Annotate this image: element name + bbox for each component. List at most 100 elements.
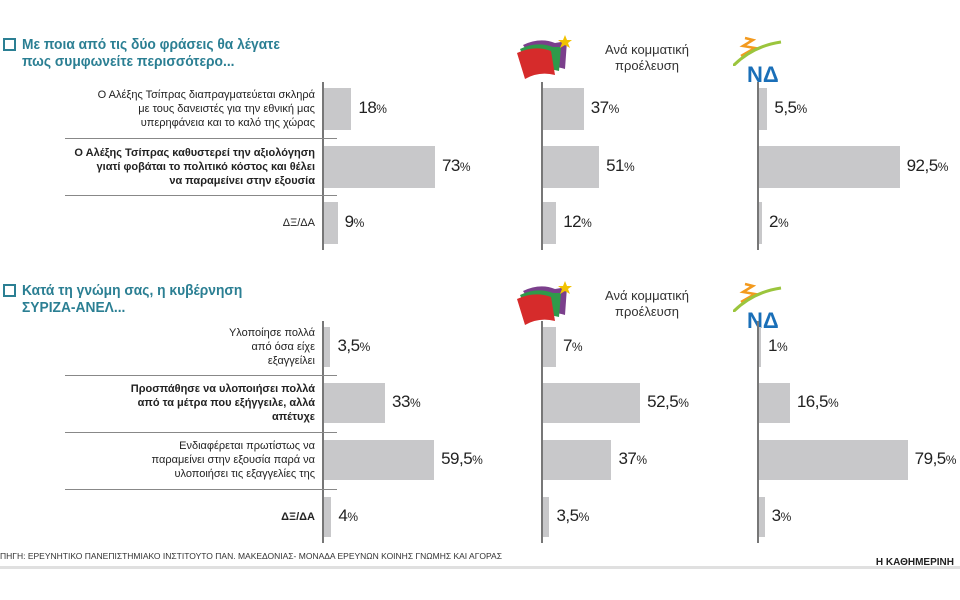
value-unit: % [678,396,689,410]
value-number: 1 [768,336,777,355]
bar-syriza [543,146,600,188]
value-number: 33 [392,392,410,411]
category-label: ΔΞ/ΔΑ [55,202,315,244]
bar-total [324,497,332,537]
category-label-line: Προσπάθησε να υλοποιήσει πολλά [130,383,315,395]
nd-logo-text: ΝΔ [747,308,779,333]
bar-syriza [543,327,556,367]
value-number: 2 [769,212,778,231]
value-number: 79,5 [914,449,947,468]
value-unit: % [347,510,358,524]
value-unit: % [472,453,483,467]
value-label: 59,5% [441,449,483,469]
nd-logo: ΝΔ [731,282,783,334]
value-number: 16,5 [796,392,829,411]
category-label: ΔΞ/ΔΑ [55,497,315,537]
category-label-line: γιατί φοβάται το πολιτικό κόστος και θέλ… [96,161,315,173]
nd-logo: ΝΔ [731,36,783,88]
question-title: Με ποια από τις δύο φράσεις θα λέγατε πως… [22,36,316,70]
value-number: 5,5 [774,98,797,117]
axis-total [322,82,324,250]
value-number: 51 [606,156,625,175]
value-label: 7% [562,336,583,356]
category-label: Ο Αλέξης Τσίπρας καθυστερεί την αξιολόγη… [55,146,315,188]
bar-syriza [543,88,584,130]
category-label: Προσπάθησε να υλοποιήσει πολλά από τα μέτ… [55,383,315,423]
category-label-line: απέτυχε [271,411,315,423]
bar-nd [759,440,908,480]
category-label-line: Ο Αλέξης Τσίπρας καθυστερεί την αξιολόγη… [74,147,315,159]
category-label-line: Ενδιαφέρεται πρωτίστως να [179,440,315,452]
value-number: 37 [618,449,637,468]
value-unit: % [578,510,590,524]
axis-syriza [541,321,543,543]
value-number: 7 [562,336,572,355]
value-unit: % [796,102,808,116]
value-label: 1% [768,336,788,356]
category-label: Ο Αλέξης Τσίπρας διαπραγματεύεται σκληρά… [55,88,315,130]
bar-syriza [543,202,557,244]
category-label-line: από τα μέτρα που εξήγγειλε, αλλά [137,397,315,409]
value-unit: % [624,160,635,174]
bar-nd [759,146,900,188]
question-checkbox-icon [3,284,16,297]
question-checkbox-icon [3,38,16,51]
category-label-line: ΔΞ/ΔΑ [282,217,315,229]
value-number: 3,5 [556,506,579,525]
brand-label: Η ΚΑΘΗΜΕΡΙΝΗ [875,557,954,568]
value-number: 18 [358,98,377,117]
value-number: 9 [344,212,354,231]
axis-nd [757,321,759,543]
value-label: 18% [358,98,387,118]
value-label: 2% [769,212,789,232]
value-label: 92,5% [907,156,949,176]
value-unit: % [359,340,371,354]
value-label: 12% [563,212,592,232]
row-separator [65,138,337,139]
value-label: 5,5% [774,98,808,118]
title-line: πως συμφωνείτε περισσότερο... [22,53,235,70]
value-unit: % [827,396,839,410]
row-separator [65,195,337,196]
value-unit: % [780,510,792,524]
party-breakdown-header: Ανά κομματική προέλευση [605,42,689,73]
bar-total [324,383,386,423]
value-unit: % [937,160,949,174]
value-number: 4 [338,506,348,525]
title-line: Με ποια από τις δύο φράσεις θα λέγατε [22,36,280,53]
syriza-logo [515,281,573,327]
value-unit: % [353,216,365,230]
value-unit: % [581,216,592,230]
source-note: ΠΗΓΗ: ΕΡΕΥΝΗΤΙΚΟ ΠΑΝΕΠΙΣΤΗΜΙΑΚΟ ΙΝΣΤΙΤΟΥ… [0,551,502,561]
category-label-line: από όσα είχε [251,341,315,353]
party-breakdown-header: Ανά κομματική προέλευση [605,288,689,319]
value-number: 73 [441,156,460,175]
value-unit: % [459,160,471,174]
question-title: Κατά τη γνώμη σας, η κυβέρνηση ΣΥΡΙΖΑ-ΑΝΕ… [22,282,316,316]
axis-syriza [541,82,543,250]
category-label-line: Ο Αλέξης Τσίπρας διαπραγματεύεται σκληρά [97,89,315,101]
category-label-line: Υλοποίησε πολλά [228,327,315,339]
footer-rule [0,566,960,569]
axis-nd [757,82,759,250]
category-label-line: με τους δανειστές για την εθνική μας [138,103,315,115]
value-label: 51% [606,156,635,176]
value-label: 9% [344,212,365,232]
category-label-line: εξαγγείλει [267,355,315,367]
category-label-line: να παραμείνει στην εξουσία [169,175,315,187]
category-label-line: υπερηφάνεια και το καλό της χώρας [140,117,315,129]
value-label: 52,5% [647,392,689,412]
syriza-logo [515,35,573,81]
row-separator [65,431,337,433]
value-label: 3% [772,506,792,526]
value-label: 3,5% [337,336,371,356]
value-label: 37% [591,98,620,118]
value-unit: % [608,102,620,116]
category-label: Ενδιαφέρεται πρωτίστως να παραμείνει στην… [55,440,315,480]
value-number: 59,5 [441,449,473,468]
value-number: 12 [563,212,582,231]
value-unit: % [571,340,583,354]
row-separator [65,488,337,490]
value-label: 33% [392,392,421,412]
category-label-line: ΔΞ/ΔΑ [281,511,315,523]
